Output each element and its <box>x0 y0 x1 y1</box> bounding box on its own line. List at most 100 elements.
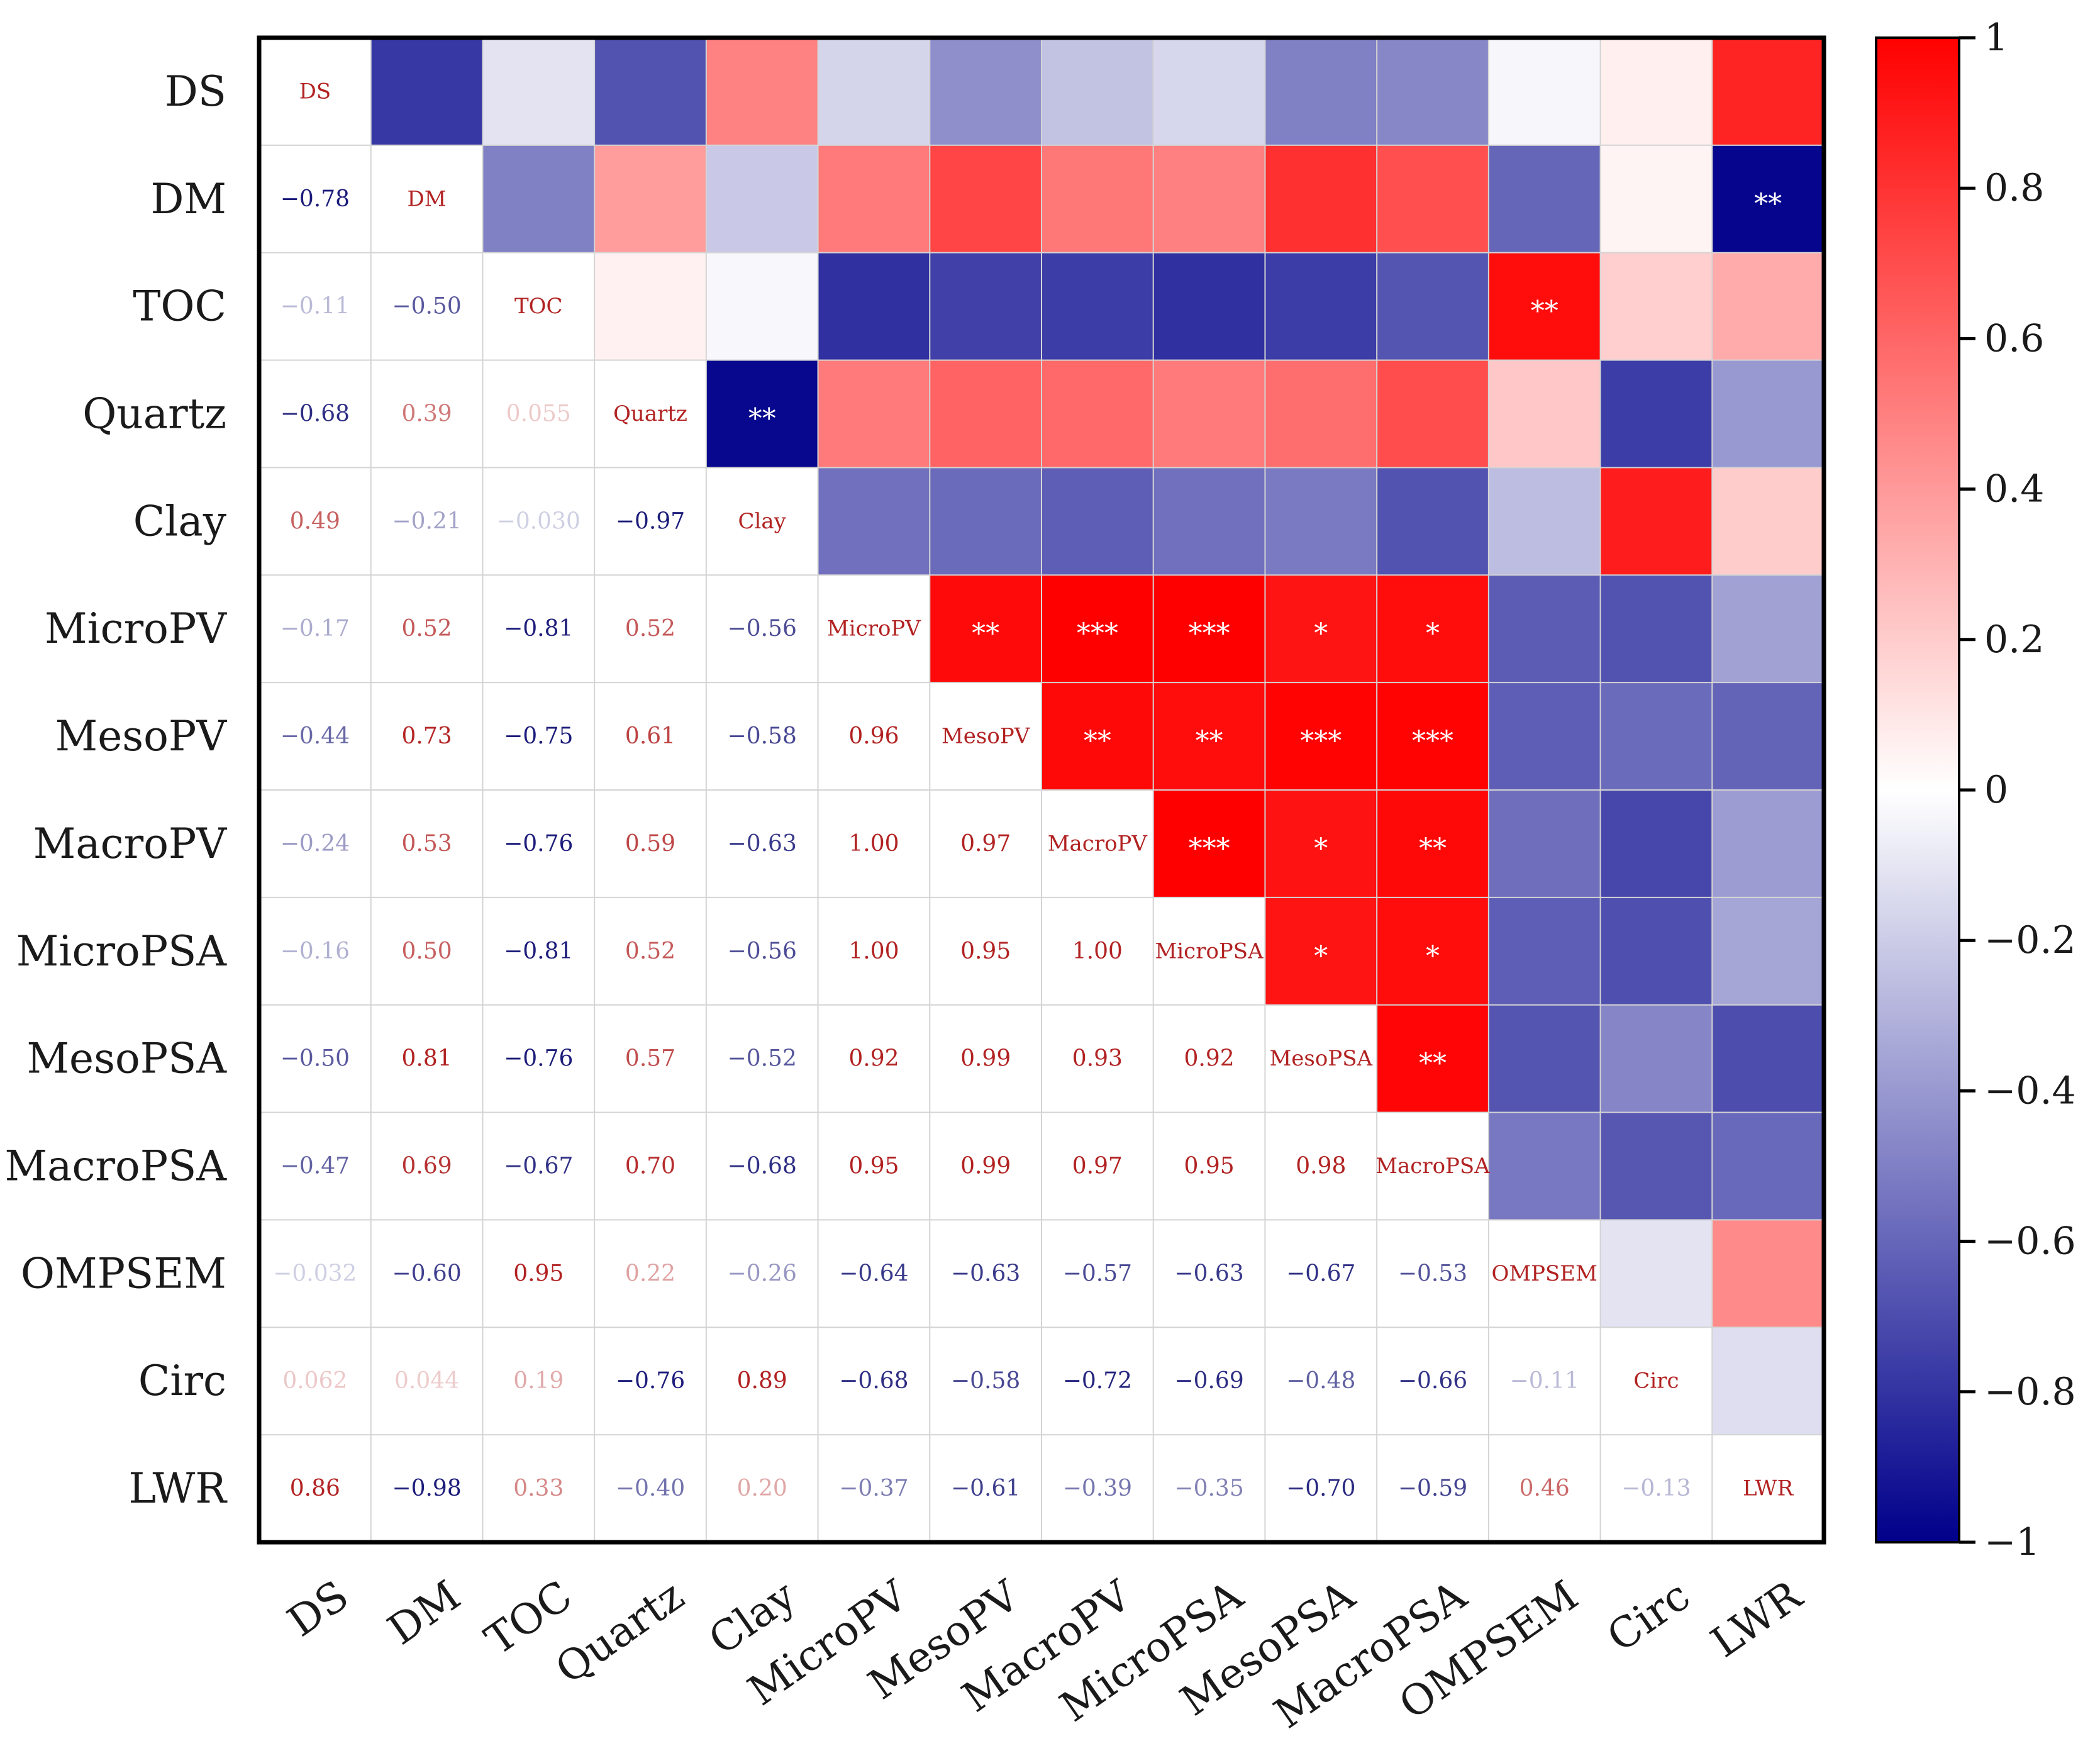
correlation-value: 0.96 <box>848 723 899 749</box>
heatmap-cell-dm-micropsa <box>1152 144 1267 254</box>
heatmap-cell-quartz-quartz <box>594 359 708 469</box>
row-label-circ: Circ <box>138 1357 226 1405</box>
correlation-value: 0.53 <box>401 831 452 857</box>
row-label-dm: DM <box>151 175 227 223</box>
heatmap-cell-macropsa-micropv <box>817 1111 931 1221</box>
heatmap-cell-macropv-mesopv <box>929 789 1043 899</box>
heatmap-cell-mesopv-mesopv <box>929 682 1043 791</box>
heatmap-cell-micropv-circ <box>1599 574 1713 684</box>
diagonal-label: MesoPV <box>942 724 1031 749</box>
correlation-value: 0.86 <box>290 1476 340 1501</box>
correlation-value: 1.00 <box>848 831 899 857</box>
heatmap-cell-macropsa-quartz <box>594 1111 708 1221</box>
correlation-value: −0.52 <box>728 1046 797 1072</box>
heatmap-cell-lwr-mesopsa <box>1264 1434 1378 1543</box>
heatmap-cells <box>258 37 1825 1543</box>
heatmap-cell-macropv-dm <box>370 789 484 899</box>
heatmap-cell-micropv-micropsa <box>1152 574 1267 684</box>
heatmap-cell-mesopv-ompsem <box>1487 682 1602 791</box>
heatmap-cell-ompsem-macropsa <box>1376 1219 1490 1328</box>
heatmap-cell-macropv-lwr <box>1711 789 1825 899</box>
heatmap-cell-lwr-ompsem <box>1487 1434 1602 1543</box>
heatmap-cell-dm-macropv <box>1041 144 1155 254</box>
heatmap-cell-lwr-micropv <box>817 1434 931 1543</box>
correlation-value: 0.52 <box>625 938 675 964</box>
heatmap-cell-macropv-clay <box>705 789 819 899</box>
col-label-ds: DS <box>279 1571 357 1646</box>
correlation-value: 0.93 <box>1072 1046 1123 1072</box>
heatmap-cell-ds-ds <box>258 37 372 147</box>
heatmap-cell-circ-micropv <box>817 1326 931 1436</box>
heatmap-cell-macropv-toc <box>482 789 596 899</box>
col-label-quartz: Quartz <box>547 1571 693 1693</box>
heatmap-cell-micropv-quartz <box>594 574 708 684</box>
correlation-value: 0.52 <box>401 616 452 642</box>
heatmap-cell-mesopsa-macropv <box>1041 1004 1155 1114</box>
correlation-value: −0.48 <box>1286 1368 1355 1394</box>
correlation-value: −0.032 <box>273 1260 357 1286</box>
heatmap-cell-dm-macropsa <box>1376 144 1490 254</box>
heatmap-cell-macropv-micropv <box>817 789 931 899</box>
correlation-value: −0.56 <box>728 938 797 964</box>
significance-mark: *** <box>1189 833 1230 865</box>
correlation-value: −0.58 <box>728 723 797 749</box>
correlation-value: −0.67 <box>1286 1260 1355 1286</box>
diagonal-label: Quartz <box>613 401 687 426</box>
correlation-value: −0.37 <box>839 1476 908 1501</box>
correlation-value: −0.81 <box>504 938 573 964</box>
heatmap-cell-dm-micropv <box>817 144 931 254</box>
heatmap-cell-mesopsa-dm <box>370 1004 484 1114</box>
heatmap-cell-mesopv-circ <box>1599 682 1713 791</box>
heatmap-cell-ompsem-circ <box>1599 1219 1713 1328</box>
correlation-value: 0.95 <box>1184 1154 1234 1179</box>
heatmap-cell-lwr-lwr <box>1711 1434 1825 1543</box>
heatmap-cell-toc-ds <box>258 252 372 362</box>
correlation-value: 0.39 <box>401 401 452 427</box>
row-label-macropsa: MacroPSA <box>5 1142 228 1191</box>
heatmap-cell-clay-clay <box>705 467 819 576</box>
heatmap-cell-toc-ompsem <box>1487 252 1602 362</box>
heatmap-cell-lwr-macropsa <box>1376 1434 1490 1543</box>
correlation-value: 0.52 <box>625 616 675 642</box>
correlation-value: 1.00 <box>848 938 899 964</box>
heatmap-cell-clay-toc <box>482 467 596 576</box>
heatmap-cell-micropsa-lwr <box>1711 896 1825 1006</box>
correlation-value: −0.11 <box>281 294 350 320</box>
heatmap-cell-macropv-circ <box>1599 789 1713 899</box>
heatmap-cell-micropv-lwr <box>1711 574 1825 684</box>
significance-mark: ** <box>1531 296 1558 328</box>
correlation-value: 0.99 <box>960 1154 1011 1179</box>
heatmap-cell-circ-ompsem <box>1487 1326 1602 1436</box>
heatmap-cell-quartz-micropv <box>817 359 931 469</box>
correlation-value: −0.66 <box>1398 1368 1467 1394</box>
heatmap-cell-quartz-micropsa <box>1152 359 1267 469</box>
row-label-mesopsa: MesoPSA <box>26 1035 227 1083</box>
heatmap-cell-macropsa-mesopsa <box>1264 1111 1378 1221</box>
heatmap-cell-toc-mesopv <box>929 252 1043 362</box>
heatmap-cell-toc-lwr <box>1711 252 1825 362</box>
heatmap-cell-mesopsa-ompsem <box>1487 1004 1602 1114</box>
heatmap-cell-ds-macropv <box>1041 37 1155 147</box>
correlation-value: −0.60 <box>392 1260 461 1286</box>
correlation-value: −0.53 <box>1398 1260 1467 1286</box>
heatmap-cell-macropsa-dm <box>370 1111 484 1221</box>
row-label-toc: TOC <box>133 282 226 331</box>
heatmap-cell-clay-circ <box>1599 467 1713 576</box>
heatmap-cell-quartz-macropv <box>1041 359 1155 469</box>
heatmap-cell-macropsa-macropv <box>1041 1111 1155 1221</box>
correlation-value: −0.63 <box>728 831 797 857</box>
significance-mark: ** <box>748 403 776 435</box>
heatmap-cell-ompsem-lwr <box>1711 1219 1825 1328</box>
correlation-value: −0.030 <box>497 508 581 534</box>
row-label-micropsa: MicroPSA <box>16 927 228 976</box>
correlation-value: −0.16 <box>281 938 350 964</box>
row-label-quartz: Quartz <box>82 390 226 438</box>
heatmap-cell-micropsa-toc <box>482 896 596 1006</box>
correlation-value: −0.76 <box>504 1046 573 1072</box>
heatmap-cell-circ-lwr <box>1711 1326 1825 1436</box>
significance-mark: * <box>1426 618 1440 650</box>
heatmap-cell-dm-dm <box>370 144 484 254</box>
correlation-value: 0.46 <box>1519 1476 1570 1501</box>
diagonal-label: MicroPSA <box>1155 938 1264 964</box>
